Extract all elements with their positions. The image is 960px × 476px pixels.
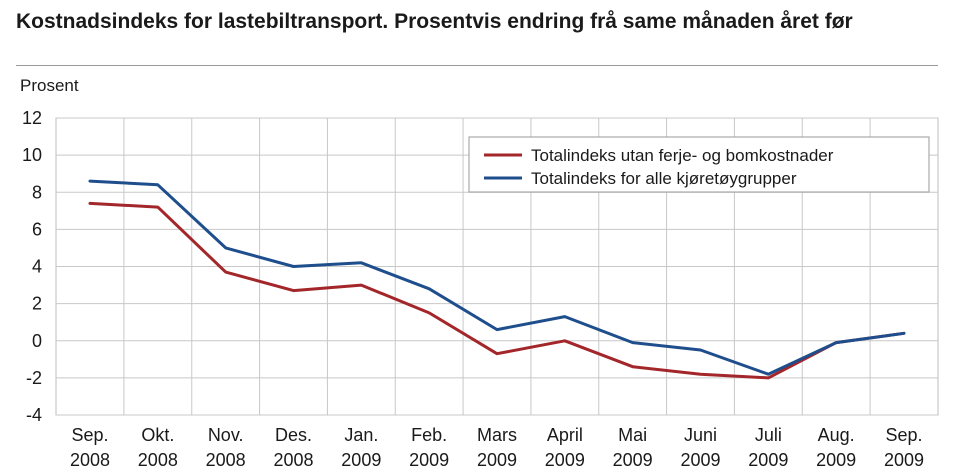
x-tick-year-label: 2009: [680, 450, 720, 470]
x-tick-label: Juni: [684, 425, 717, 445]
series-line-1: [88, 201, 906, 380]
y-tick-label: 12: [22, 108, 42, 128]
y-tick-label: -2: [26, 368, 42, 388]
legend: Totalindeks utan ferje- og bomkostnader T…: [468, 136, 930, 193]
y-tick-label: 0: [32, 331, 42, 351]
x-tick-year-label: 2008: [138, 450, 178, 470]
x-tick-label: Jan.: [344, 425, 378, 445]
x-tick-year-label: 2009: [341, 450, 381, 470]
y-axis-label: Prosent: [20, 76, 79, 95]
chart-title: Kostnadsindeks for lastebiltransport. Pr…: [16, 10, 853, 33]
legend-label-1: Totalindeks utan ferje- og bomkostnader: [531, 146, 834, 165]
x-tick-label: Okt.: [141, 425, 174, 445]
legend-box: [468, 136, 930, 193]
series-line-2: [88, 179, 906, 376]
x-tick-year-label: 2008: [273, 450, 313, 470]
x-tick-year-label: 2008: [206, 450, 246, 470]
x-tick-label: Mars: [477, 425, 517, 445]
y-tick-label: 4: [32, 257, 42, 277]
y-tick-label: 8: [32, 182, 42, 202]
x-tick-year-label: 2009: [816, 450, 856, 470]
y-tick-label: 2: [32, 294, 42, 314]
x-axis-ticks: Sep. 2008 Okt. 2008 Nov. 2008 Des. 2008 Jan. 2009…: [70, 425, 924, 470]
y-axis-ticks: -4 -2 0 2 4 6 8 10 12: [22, 108, 42, 425]
x-tick-year-label: 2009: [884, 450, 924, 470]
x-tick-label: Sep.: [71, 425, 108, 445]
x-tick-label: Aug.: [818, 425, 855, 445]
title-divider: [16, 65, 938, 66]
x-tick-label: Mai: [618, 425, 647, 445]
x-tick-label: April: [547, 425, 583, 445]
x-tick-year-label: 2009: [748, 450, 788, 470]
y-tick-label: -4: [26, 405, 42, 425]
y-tick-label: 6: [32, 219, 42, 239]
x-tick-year-label: 2008: [70, 450, 110, 470]
x-tick-year-label: 2009: [613, 450, 653, 470]
legend-label-2: Totalindeks for alle kjøretøygrupper: [531, 169, 797, 188]
x-tick-label: Nov.: [208, 425, 244, 445]
horizontal-gridlines: [56, 117, 938, 416]
x-tick-year-label: 2009: [545, 450, 585, 470]
x-tick-year-label: 2009: [409, 450, 449, 470]
series-lines: [88, 179, 906, 380]
x-tick-year-label: 2009: [477, 450, 517, 470]
x-tick-label: Sep.: [885, 425, 922, 445]
x-tick-label: Juli: [755, 425, 782, 445]
y-tick-label: 10: [22, 145, 42, 165]
x-tick-label: Feb.: [411, 425, 447, 445]
x-tick-label: Des.: [275, 425, 312, 445]
